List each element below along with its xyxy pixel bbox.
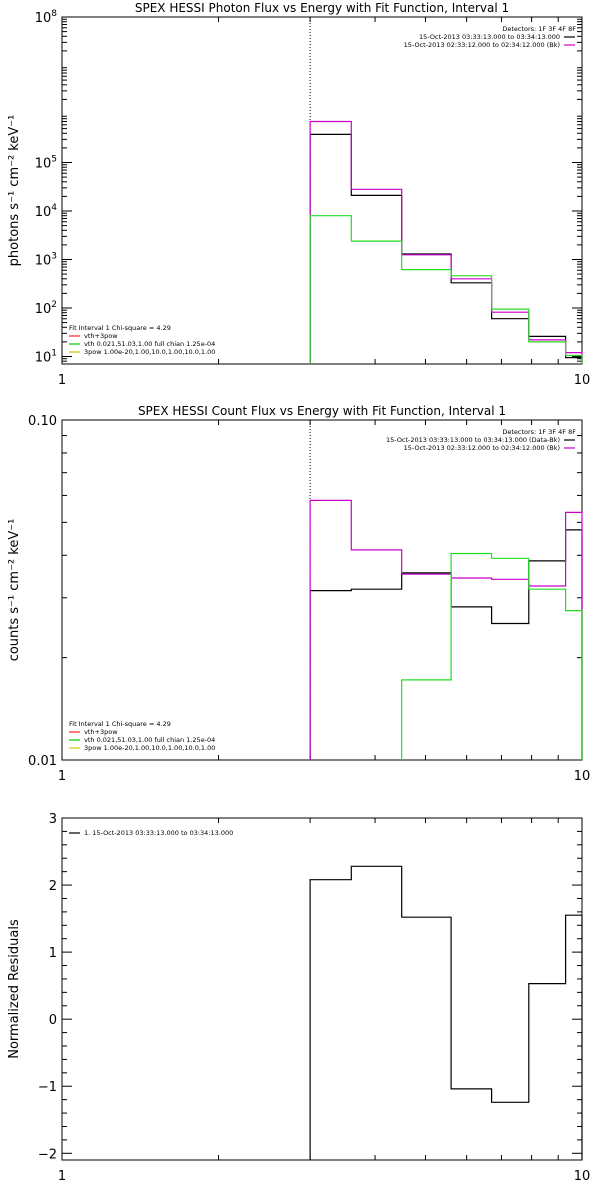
legend-left-entry: 3pow 1.00e-20,1.00,10.0,1.00,10.0,1.00	[84, 744, 215, 752]
legend-right-entry: 15-Oct-2013 02:33:12.000 to 02:34:12.000…	[404, 444, 560, 452]
chart-title: SPEX HESSI Photon Flux vs Energy with Fi…	[135, 1, 509, 15]
y-tick-label: −1	[38, 1080, 57, 1095]
plot-frame	[61, 817, 583, 1161]
y-tick-label: 3	[49, 812, 57, 827]
series-2-line	[309, 120, 583, 364]
y-axis-label: counts s⁻¹ cm⁻² keV⁻¹	[7, 519, 22, 662]
y-axis-label: Normalized Residuals	[7, 919, 22, 1059]
panel-1: SPEX HESSI Photon Flux vs Energy with Fi…	[7, 1, 590, 388]
y-tick-label: −2	[38, 1147, 57, 1162]
legend-right-entry: 15-Oct-2013 03:33:13.000 to 03:34:13.000	[419, 33, 560, 41]
legend-left-entry: 1. 15-Oct-2013 03:33:13.000 to 03:34:13.…	[84, 829, 233, 837]
series-3-line	[309, 215, 583, 364]
y-tick-label: 104	[35, 203, 58, 220]
panel-2: SPEX HESSI Count Flux vs Energy with Fit…	[7, 404, 590, 784]
y-tick-label: 1	[49, 946, 57, 961]
x-tick-label: 10	[574, 373, 591, 388]
chart-title: SPEX HESSI Count Flux vs Energy with Fit…	[138, 404, 506, 418]
legend-left-entry: vth+3pow	[84, 728, 118, 736]
x-tick-label: 1	[58, 373, 66, 388]
panel-3: Normalized Residuals 1 10 −2 −1 0 1 2 3 1. 15-Oct…	[7, 812, 590, 1184]
fit-interval-header: Fit Interval 1 Chi-square = 4.29	[69, 720, 171, 728]
y-tick-label: 101	[35, 348, 57, 365]
y-tick-label: 0.01	[28, 754, 57, 769]
series-1-line	[309, 865, 583, 1160]
series-3-line	[401, 552, 583, 760]
y-tick-label: 105	[35, 154, 57, 171]
x-tick-label: 10	[574, 1169, 591, 1184]
legend-left-entry: 3pow 1.00e-20,1.00,10.0,1.00,10.0,1.00	[84, 348, 215, 356]
y-tick-label: 0	[49, 1013, 57, 1028]
legend-left-entry: vth 0.021,51.03,1.00 full chian 1.25e-04	[84, 340, 215, 348]
legend-right-entry: 15-Oct-2013 02:33:12.000 to 02:34:12.000…	[404, 41, 560, 49]
legend-left-entry: vth+3pow	[84, 332, 118, 340]
y-tick-label: 0.10	[28, 414, 57, 429]
fit-interval-header: Fit Interval 1 Chi-square = 4.29	[69, 324, 171, 332]
y-tick-label: 102	[35, 300, 57, 317]
x-tick-label: 10	[574, 769, 591, 784]
y-tick-label: 103	[35, 251, 57, 268]
detectors-label: Detectors: 1F 3F 4F 8F	[502, 428, 576, 436]
y-tick-label: 2	[49, 879, 57, 894]
series-1-line	[309, 529, 583, 760]
y-axis-label: photons s⁻¹ cm⁻² keV⁻¹	[7, 115, 22, 267]
x-tick-label: 1	[58, 1169, 66, 1184]
legend-right-entry: 15-Oct-2013 03:33:13.000 to 03:34:13.000…	[386, 436, 560, 444]
series-2-line	[309, 499, 583, 760]
detectors-label: Detectors: 1F 3F 4F 8F	[502, 25, 576, 33]
legend-left-entry: vth 0.021,51.03,1.00 full chian 1.25e-04	[84, 736, 215, 744]
x-tick-label: 1	[58, 769, 66, 784]
plot-frame	[61, 16, 583, 365]
y-tick-label: 108	[35, 9, 58, 26]
